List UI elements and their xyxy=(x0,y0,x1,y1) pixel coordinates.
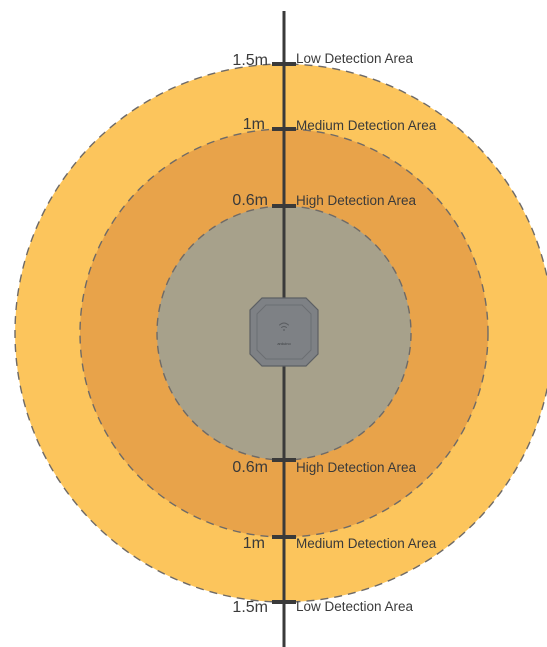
area-label-top-low: Low Detection Area xyxy=(296,51,414,66)
area-label-bottom-high: High Detection Area xyxy=(296,460,417,475)
device-face xyxy=(256,304,312,360)
distance-label-bottom-low: 1.5m xyxy=(232,599,268,616)
area-label-top-medium: Medium Detection Area xyxy=(296,118,437,133)
area-label-bottom-medium: Medium Detection Area xyxy=(296,536,437,551)
distance-label-top-low: 1.5m xyxy=(232,52,268,69)
wifi-signal-icon xyxy=(279,322,289,331)
device-label: arduino xyxy=(277,341,291,346)
area-label-bottom-low: Low Detection Area xyxy=(296,599,414,614)
distance-label-bottom-high: 0.6m xyxy=(232,459,268,476)
sensor-device: arduino xyxy=(249,297,319,367)
distance-label-top-medium: 1m xyxy=(243,116,265,133)
distance-label-bottom-medium: 1m xyxy=(243,535,265,552)
device-body xyxy=(249,297,319,367)
distance-label-top-high: 0.6m xyxy=(232,192,268,209)
area-label-top-high: High Detection Area xyxy=(296,193,417,208)
